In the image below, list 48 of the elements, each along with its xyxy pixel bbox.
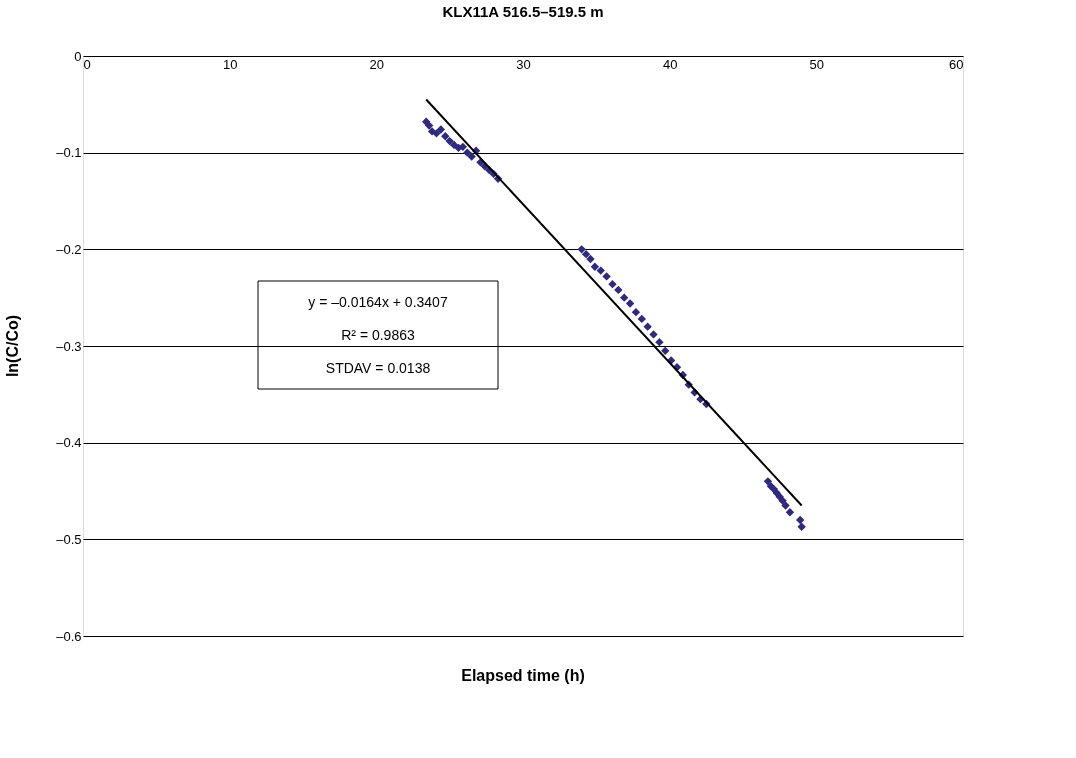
point <box>775 492 784 501</box>
point <box>625 299 635 308</box>
point <box>637 314 646 324</box>
x-tick-label: 40 <box>662 56 678 72</box>
point <box>796 515 805 525</box>
annotation: STDAV = 0.0138 <box>325 360 431 376</box>
annotation: R² = 0.9863 <box>341 327 415 343</box>
point <box>424 121 434 130</box>
point <box>432 129 441 138</box>
point <box>596 266 605 275</box>
point <box>620 293 629 302</box>
point <box>467 152 476 161</box>
y-tick-label: –0.6 <box>56 628 82 644</box>
chart-title: KLX11A 516.5–519.5 m <box>442 3 604 20</box>
point <box>463 148 472 157</box>
x-tick-label: 50 <box>809 56 825 72</box>
point <box>441 132 450 141</box>
point <box>449 140 459 150</box>
point <box>602 272 611 281</box>
point <box>781 501 790 510</box>
point <box>590 262 600 271</box>
point <box>436 125 446 134</box>
y-tick-label: –0.4 <box>56 435 82 451</box>
point <box>655 337 664 347</box>
y-tick-label: –0.2 <box>56 241 82 257</box>
point <box>445 136 454 146</box>
x-tick-label: 60 <box>949 56 964 72</box>
point <box>608 279 617 289</box>
point <box>631 307 641 317</box>
point <box>577 245 586 254</box>
point <box>785 508 795 517</box>
y-tick-label: –0.3 <box>56 338 82 354</box>
point <box>649 330 658 339</box>
annotation: y = –0.0164x + 0.3407 <box>308 294 448 310</box>
x-tick-label: 30 <box>516 56 531 72</box>
point <box>661 346 670 356</box>
point <box>797 522 806 531</box>
point <box>614 285 623 295</box>
y-tick-label: –0.1 <box>56 145 82 161</box>
x-tick-label: 20 <box>369 56 385 72</box>
y-tick-label: –0.5 <box>56 531 82 547</box>
point <box>581 249 591 259</box>
point <box>643 322 652 331</box>
x-tick-label: 10 <box>222 56 238 72</box>
y-axis-title: ln(C/Co) <box>4 314 21 378</box>
point <box>586 254 595 264</box>
point <box>778 496 787 505</box>
x-axis-title: Elapsed time (h) <box>461 667 585 684</box>
